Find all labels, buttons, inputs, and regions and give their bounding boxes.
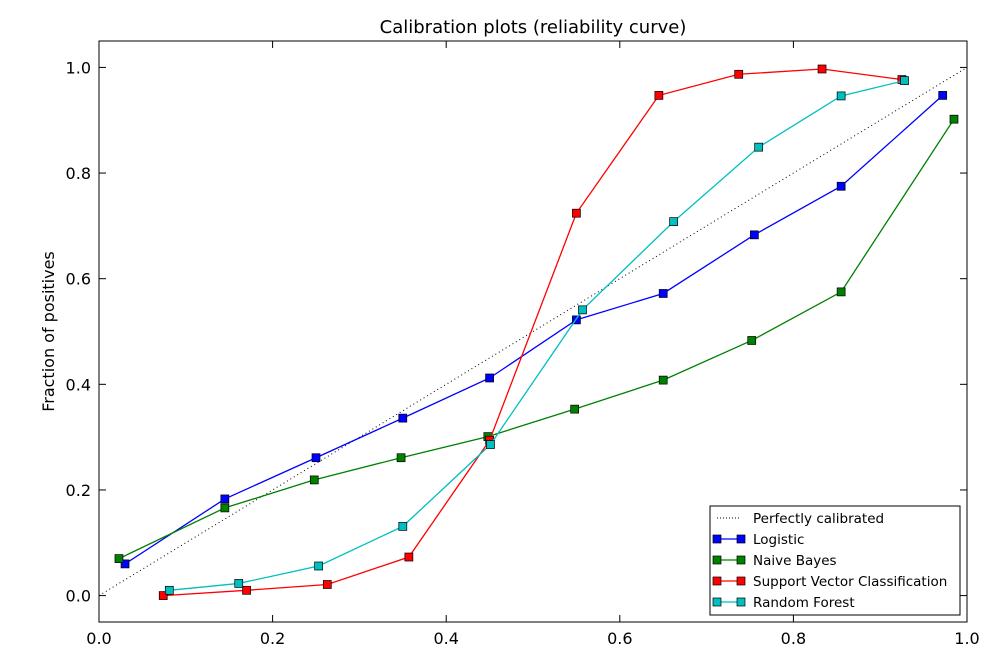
data-point-random-forest — [234, 579, 244, 588]
data-point-logistic — [120, 559, 130, 569]
plot-frame — [98, 40, 968, 623]
data-point-naive-bayes — [570, 404, 580, 414]
series-line-random-forest — [169, 79, 905, 591]
x-tick-label: 0.8 — [781, 629, 806, 648]
legend-label-random-forest: Random Forest — [753, 595, 855, 611]
series-line-naive-bayes — [118, 118, 955, 560]
x-tick-label: 1.0 — [954, 629, 979, 648]
x-tick-label: 0.2 — [260, 629, 285, 648]
data-point-logistic — [220, 494, 230, 504]
legend-marker-random-forest — [712, 597, 722, 607]
series-line-support-vector-classification — [163, 68, 902, 597]
data-point-support-vector-classification — [817, 64, 827, 74]
data-point-support-vector-classification — [242, 585, 251, 595]
legend-marker-naive-bayes — [736, 555, 746, 565]
data-point-random-forest — [836, 91, 846, 101]
legend-entry-random-forest: Random Forest — [712, 595, 855, 611]
data-point-logistic — [938, 91, 948, 100]
legend-entry-logistic: Logistic — [712, 532, 804, 548]
data-point-naive-bayes — [396, 453, 406, 463]
data-point-random-forest — [754, 142, 764, 152]
data-point-support-vector-classification — [404, 552, 414, 562]
data-point-naive-bayes — [836, 287, 846, 297]
data-point-logistic — [485, 373, 494, 383]
perfectly-calibrated-line — [98, 66, 968, 597]
data-point-support-vector-classification — [322, 580, 332, 589]
data-point-logistic — [836, 181, 846, 191]
legend-marker-logistic — [736, 534, 746, 544]
legend-entry-naive-bayes: Naive Bayes — [712, 553, 837, 569]
legend-label-perfectly-calibrated: Perfectly calibrated — [753, 511, 884, 527]
data-point-random-forest — [669, 217, 678, 226]
data-point-support-vector-classification — [572, 208, 581, 218]
data-point-random-forest — [314, 561, 323, 571]
x-tick-label: 0.6 — [607, 629, 632, 648]
legend-marker-support-vector-classification — [712, 576, 722, 586]
y-axis-label: Fraction of positives — [39, 251, 58, 412]
data-point-naive-bayes — [949, 114, 959, 124]
y-tick-label: 0.2 — [66, 481, 91, 500]
y-tick-label: 1.0 — [66, 58, 91, 77]
x-tick-label: 0.4 — [433, 629, 458, 648]
y-tick-label: 0.8 — [66, 164, 91, 183]
x-tick-label: 0.0 — [86, 629, 111, 648]
legend-label-logistic: Logistic — [753, 532, 804, 548]
chart-title: Calibration plots (reliability curve) — [380, 17, 687, 38]
legend-label-support-vector-classification: Support Vector Classification — [753, 574, 947, 590]
legend: Perfectly calibrated Logistic Naive Bayes… — [709, 505, 961, 616]
legend-marker-logistic — [712, 534, 722, 544]
legend-marker-support-vector-classification — [736, 576, 746, 586]
y-tick-label: 0.0 — [66, 587, 91, 606]
legend-marker-naive-bayes — [712, 555, 722, 565]
data-point-support-vector-classification — [734, 69, 744, 79]
data-point-naive-bayes — [220, 503, 230, 513]
data-point-naive-bayes — [658, 375, 668, 385]
series-line-logistic — [124, 94, 944, 565]
legend-entry-support-vector-classification: Support Vector Classification — [712, 574, 947, 590]
data-point-naive-bayes — [747, 336, 757, 345]
legend-label-naive-bayes: Naive Bayes — [753, 553, 837, 569]
data-point-logistic — [311, 453, 321, 463]
data-point-random-forest — [164, 585, 174, 595]
y-tick-label: 0.4 — [66, 375, 91, 394]
data-point-logistic — [749, 230, 759, 240]
data-point-random-forest — [578, 305, 587, 315]
y-tick-label: 0.6 — [66, 270, 91, 289]
data-point-naive-bayes — [114, 554, 124, 563]
legend-box — [709, 505, 961, 616]
data-point-logistic — [398, 413, 408, 423]
data-point-support-vector-classification — [654, 91, 664, 100]
data-point-random-forest — [398, 522, 408, 531]
data-point-random-forest — [486, 440, 495, 449]
legend-marker-random-forest — [736, 597, 746, 607]
data-point-naive-bayes — [309, 475, 319, 485]
data-point-logistic — [658, 289, 668, 298]
data-point-support-vector-classification — [158, 591, 168, 600]
data-point-random-forest — [900, 76, 909, 85]
